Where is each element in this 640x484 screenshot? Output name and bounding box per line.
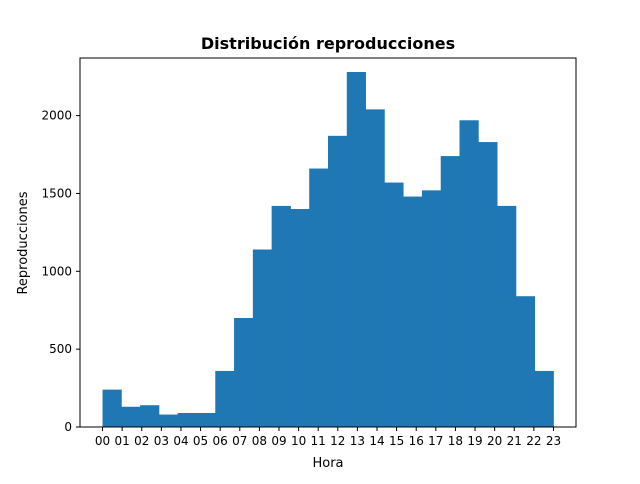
x-tick-label: 17	[428, 434, 443, 448]
x-tick-label: 02	[134, 434, 149, 448]
bar-13	[346, 72, 366, 427]
x-tick-label: 23	[546, 434, 561, 448]
x-tick-label: 14	[369, 434, 384, 448]
x-tick-label: 10	[291, 434, 306, 448]
bar-01	[121, 406, 141, 427]
x-tick-label: 11	[311, 434, 326, 448]
x-tick-label: 15	[389, 434, 404, 448]
bar-16	[403, 196, 423, 427]
y-tick-label: 0	[64, 420, 72, 434]
bar-10	[290, 209, 310, 427]
x-tick-label: 18	[448, 434, 463, 448]
bar-07	[234, 318, 254, 427]
x-tick-label: 01	[115, 434, 130, 448]
bar-09	[271, 205, 291, 427]
x-tick-label: 13	[350, 434, 365, 448]
y-axis-label: Reproducciones	[16, 191, 31, 294]
x-tick-label: 08	[252, 434, 267, 448]
x-tick-label: 20	[487, 434, 502, 448]
bar-14	[365, 109, 385, 427]
y-tick-label: 1500	[41, 186, 72, 200]
bar-22	[515, 296, 536, 427]
bar-15	[384, 182, 404, 427]
x-tick-label: 16	[409, 434, 424, 448]
bar-02	[140, 405, 160, 427]
bar-11	[309, 168, 329, 427]
bar-19	[459, 120, 479, 428]
bar-21	[497, 205, 517, 427]
ticks-group: 00 01 02 03 04 05 06 07 08 09 10 11 12 13 14 15 16 17 18 19…	[41, 109, 561, 448]
bar-18	[440, 156, 460, 427]
x-tick-label: 00	[95, 434, 110, 448]
bar-05	[196, 412, 216, 427]
bar-23	[534, 370, 554, 427]
x-tick-label: 21	[507, 434, 522, 448]
bar-04	[177, 412, 197, 427]
y-tick-label: 500	[49, 342, 72, 356]
x-tick-label: 04	[173, 434, 188, 448]
x-tick-label: 05	[193, 434, 208, 448]
bar-12	[328, 135, 348, 428]
bar-06	[215, 370, 235, 427]
x-tick-label: 22	[526, 434, 541, 448]
x-tick-label: 03	[154, 434, 169, 448]
bar-08	[252, 249, 273, 427]
chart-title: Distribución reproducciones	[201, 34, 455, 53]
bar-03	[158, 414, 179, 427]
y-tick-label: 1000	[41, 264, 72, 278]
bar-00	[102, 389, 122, 427]
x-tick-label: 07	[232, 434, 247, 448]
x-tick-label: 09	[271, 434, 286, 448]
bars-group	[102, 72, 554, 428]
x-tick-label: 06	[213, 434, 228, 448]
x-tick-label: 19	[467, 434, 482, 448]
x-tick-label: 12	[330, 434, 345, 448]
bar-20	[478, 142, 498, 428]
y-tick-label: 2000	[41, 109, 72, 123]
plot-frame	[79, 57, 577, 428]
x-axis-label: Hora	[312, 456, 343, 471]
bar-17	[421, 190, 442, 427]
